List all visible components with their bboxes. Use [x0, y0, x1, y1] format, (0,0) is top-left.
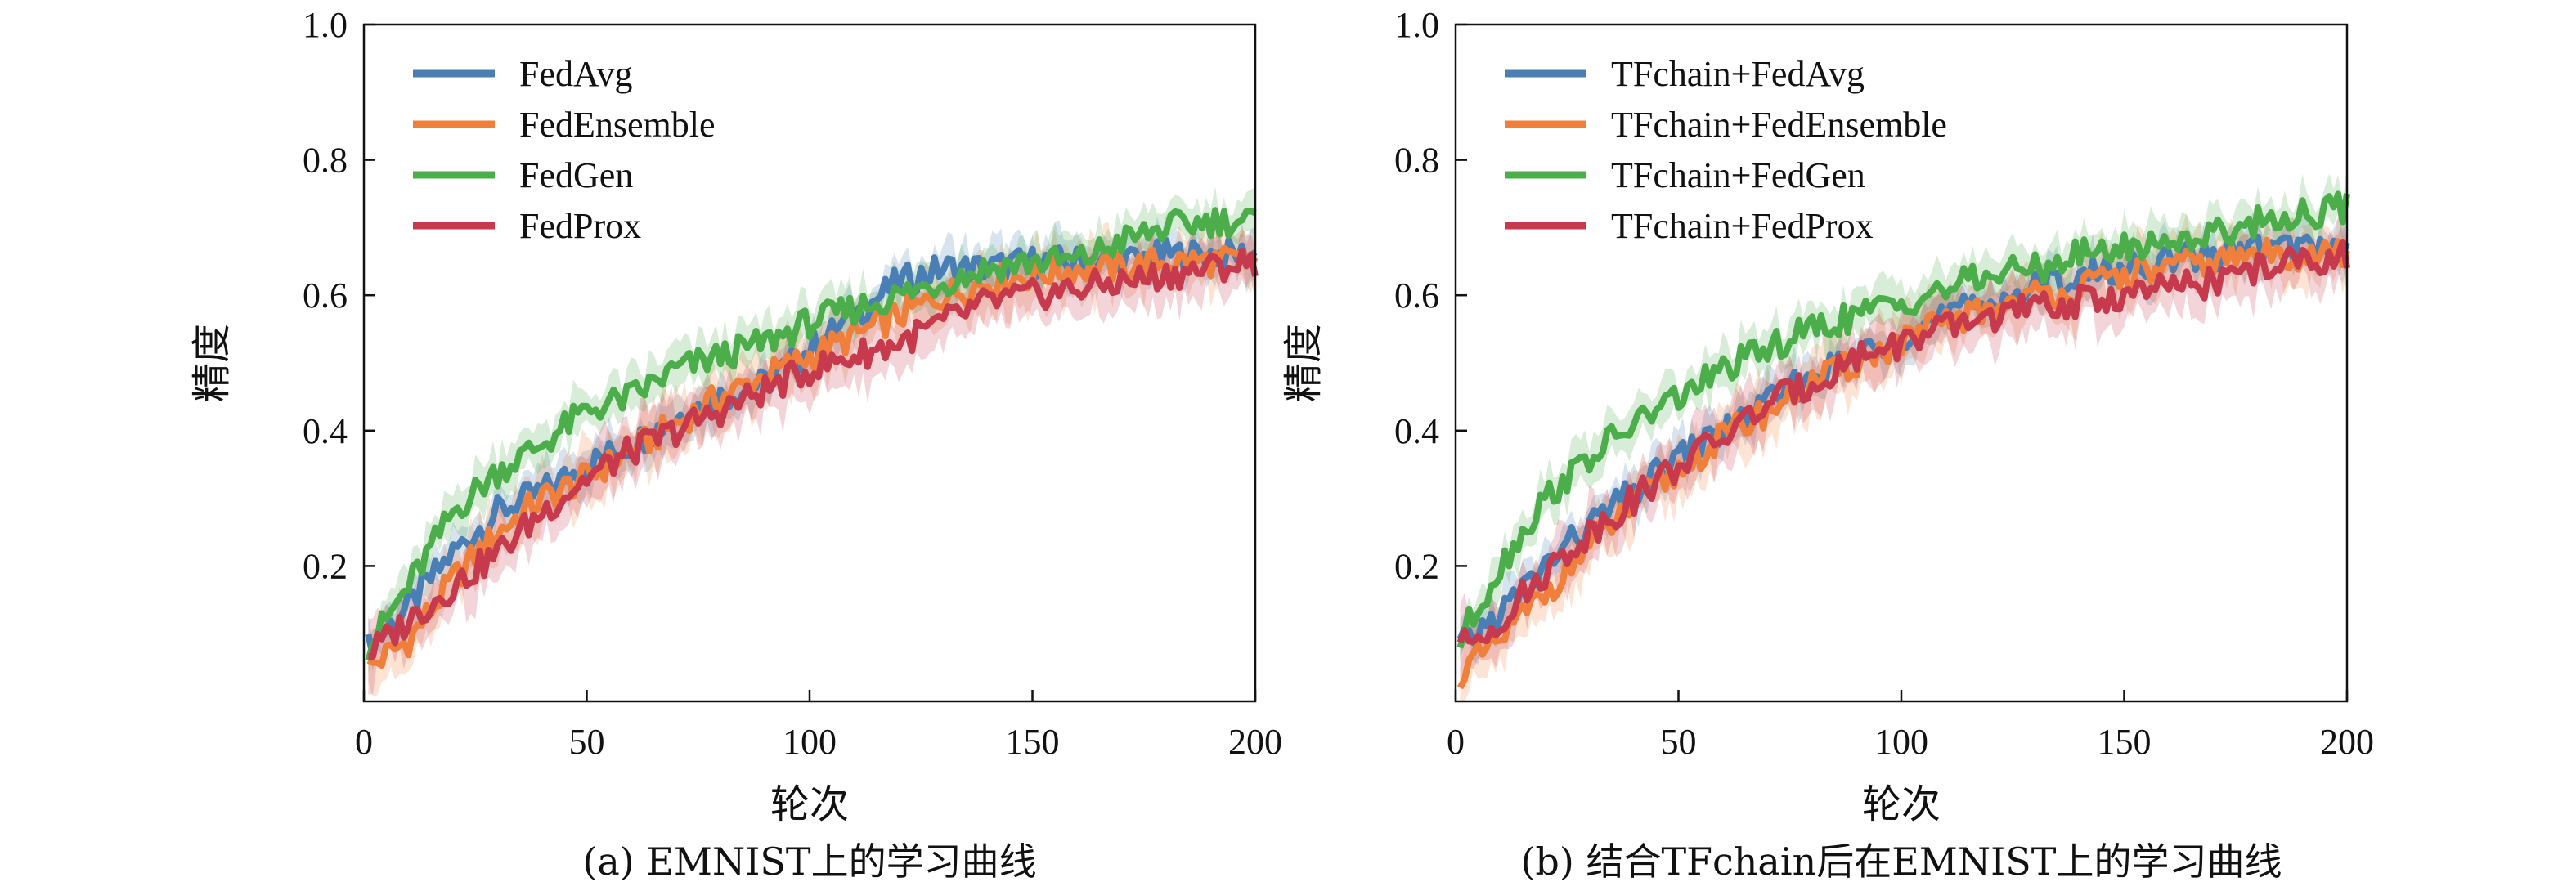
line-tfchain-fedprox [1456, 239, 2350, 645]
legend-label: TFchain+FedGen [1611, 155, 1865, 195]
axis-ticks: 0 50 100 150 200 0.2 0.4 0.6 0.8 1.0 [303, 5, 1282, 762]
y-tick-label: 0.8 [1394, 141, 1439, 181]
band-tfchain-fedgen [1460, 168, 2347, 661]
y-tick-label: 0.4 [303, 411, 348, 451]
axis-ticks: 0 50 100 150 200 0.2 0.4 0.6 0.8 1.0 [1394, 5, 2374, 762]
x-tick-label: 50 [1661, 722, 1697, 762]
line-fedgen [365, 207, 1257, 661]
panel-caption: (a) EMNIST上的学习曲线 [582, 840, 1036, 884]
x-tick-label: 150 [1006, 722, 1060, 762]
x-axis-label: 轮次 [1862, 781, 1941, 827]
x-tick-label: 0 [355, 722, 373, 762]
legend-label: FedGen [519, 155, 633, 195]
series-lines [365, 207, 1259, 669]
y-tick-label: 0.8 [303, 141, 348, 181]
legend-label: FedProx [519, 206, 641, 246]
series-lines [1456, 190, 2350, 690]
legend-label: TFchain+FedAvg [1611, 54, 1865, 94]
legend-label: TFchain+FedEnsemble [1611, 105, 1947, 145]
y-tick-label: 1.0 [303, 5, 348, 45]
legend: FedAvg FedEnsemble FedGen FedProx [413, 54, 716, 246]
panel-a: 0 50 100 150 200 0.2 0.4 0.6 0.8 1.0 FedAvg FedEns… [189, 5, 1282, 884]
panel-caption: (b) 结合TFchain后在EMNIST上的学习曲线 [1520, 840, 2282, 884]
y-axis-label: 精度 [1281, 324, 1326, 402]
y-tick-label: 0.4 [1394, 411, 1439, 451]
y-tick-label: 0.2 [1394, 546, 1439, 586]
x-tick-label: 100 [783, 722, 837, 762]
line-tfchain-fedgen [1456, 190, 2350, 649]
line-fedprox [368, 248, 1259, 660]
y-tick-label: 0.2 [303, 546, 348, 586]
x-axis-label: 轮次 [770, 781, 849, 827]
y-tick-label: 1.0 [1394, 5, 1439, 45]
legend-label: TFchain+FedProx [1611, 206, 1874, 246]
x-tick-label: 150 [2098, 722, 2152, 762]
y-tick-label: 0.6 [1394, 275, 1439, 316]
legend-label: FedAvg [519, 54, 633, 94]
x-tick-label: 0 [1447, 722, 1465, 762]
y-axis-label: 精度 [189, 324, 235, 402]
legend-label: FedEnsemble [519, 105, 716, 145]
legend: TFchain+FedAvg TFchain+FedEnsemble TFchain… [1505, 54, 1947, 246]
panel-b: 0 50 100 150 200 0.2 0.4 0.6 0.8 1.0 TFchain+FedA… [1281, 5, 2374, 884]
y-tick-label: 0.6 [303, 275, 348, 316]
line-fedensemble [366, 244, 1259, 669]
x-tick-label: 100 [1874, 722, 1928, 762]
x-tick-label: 200 [2320, 722, 2374, 762]
band-fedavg [368, 214, 1255, 672]
x-tick-label: 50 [569, 722, 605, 762]
x-tick-label: 200 [1228, 722, 1282, 762]
